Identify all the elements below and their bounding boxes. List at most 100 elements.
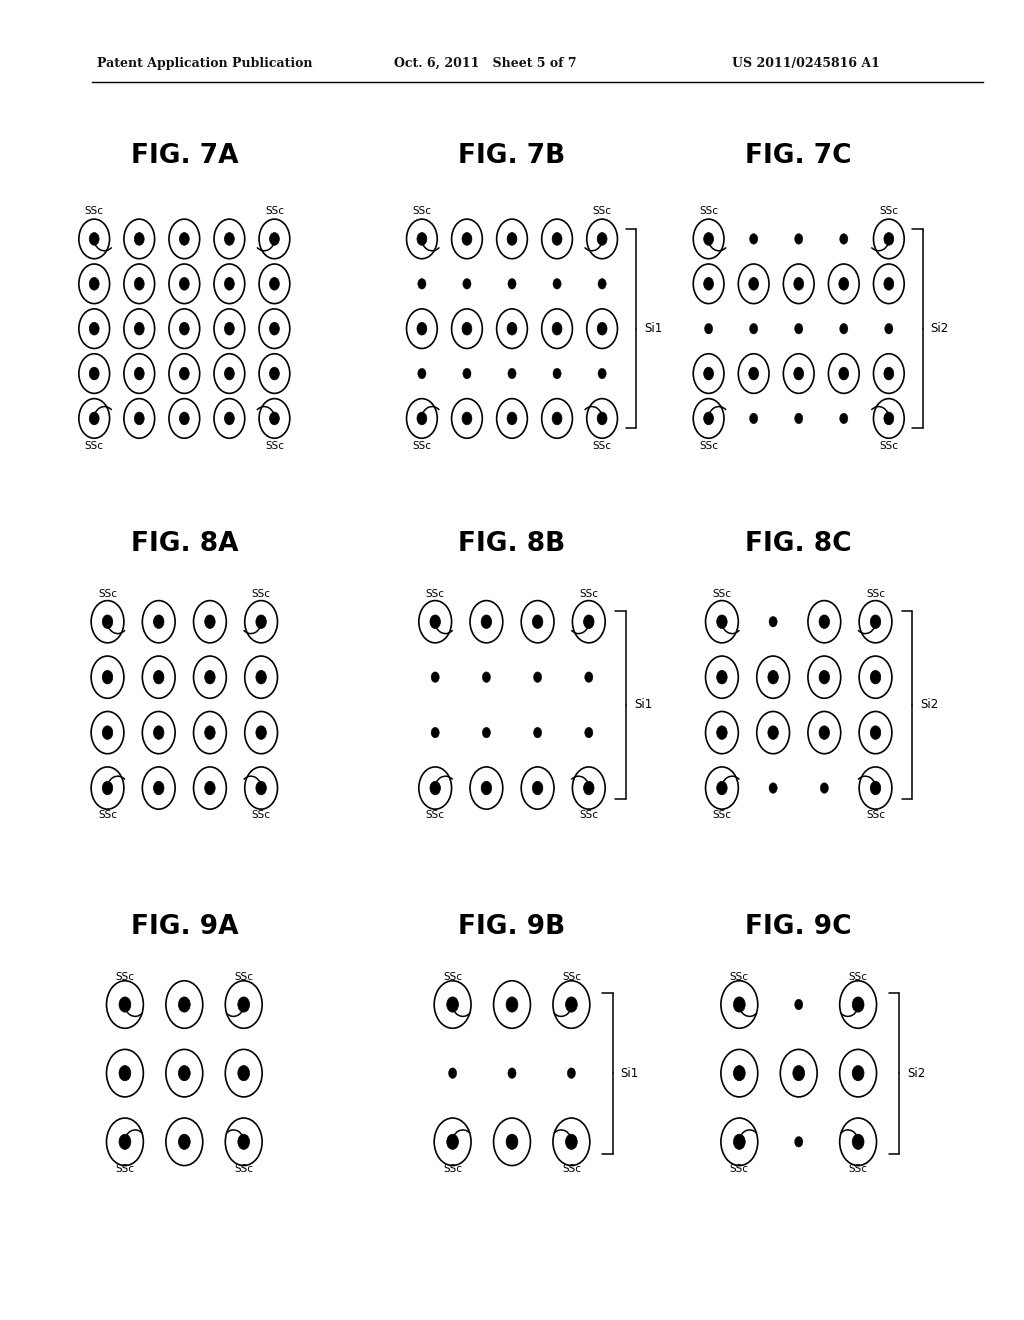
- Circle shape: [205, 671, 215, 684]
- Circle shape: [884, 232, 894, 246]
- Circle shape: [565, 1134, 578, 1150]
- Circle shape: [508, 368, 516, 379]
- Circle shape: [552, 232, 562, 246]
- Circle shape: [179, 277, 189, 290]
- Circle shape: [224, 277, 234, 290]
- Circle shape: [870, 671, 881, 684]
- Circle shape: [795, 323, 803, 334]
- Circle shape: [840, 234, 848, 244]
- Text: SSc: SSc: [880, 206, 898, 216]
- Circle shape: [584, 615, 594, 628]
- Text: Oct. 6, 2011   Sheet 5 of 7: Oct. 6, 2011 Sheet 5 of 7: [394, 57, 577, 70]
- Circle shape: [598, 368, 606, 379]
- Circle shape: [597, 412, 607, 425]
- Circle shape: [717, 781, 727, 795]
- Text: US 2011/0245816 A1: US 2011/0245816 A1: [732, 57, 880, 70]
- Circle shape: [256, 726, 266, 739]
- Circle shape: [794, 277, 804, 290]
- Circle shape: [224, 367, 234, 380]
- Text: Si2: Si2: [931, 322, 949, 335]
- Circle shape: [269, 367, 280, 380]
- Circle shape: [585, 672, 593, 682]
- Text: SSc: SSc: [730, 972, 749, 982]
- Text: Si1: Si1: [644, 322, 663, 335]
- Text: SSc: SSc: [426, 810, 444, 821]
- Text: Si1: Si1: [621, 1067, 639, 1080]
- Circle shape: [793, 1065, 805, 1081]
- Circle shape: [703, 412, 714, 425]
- Circle shape: [768, 671, 778, 684]
- Text: FIG. 7C: FIG. 7C: [745, 143, 852, 169]
- Circle shape: [446, 1134, 459, 1150]
- Text: FIG. 9B: FIG. 9B: [459, 913, 565, 940]
- Circle shape: [89, 412, 99, 425]
- Circle shape: [750, 323, 758, 334]
- Circle shape: [597, 232, 607, 246]
- Circle shape: [430, 615, 440, 628]
- Circle shape: [884, 367, 894, 380]
- Circle shape: [597, 322, 607, 335]
- Circle shape: [418, 279, 426, 289]
- Circle shape: [119, 997, 131, 1012]
- Circle shape: [750, 413, 758, 424]
- Circle shape: [462, 322, 472, 335]
- Circle shape: [870, 615, 881, 628]
- Text: SSc: SSc: [265, 206, 284, 216]
- Circle shape: [768, 726, 778, 739]
- Circle shape: [463, 368, 471, 379]
- Text: SSc: SSc: [116, 972, 134, 982]
- Circle shape: [769, 616, 777, 627]
- Circle shape: [795, 999, 803, 1010]
- Circle shape: [553, 279, 561, 289]
- Text: SSc: SSc: [234, 972, 253, 982]
- Circle shape: [431, 727, 439, 738]
- Circle shape: [508, 1068, 516, 1078]
- Circle shape: [178, 1065, 190, 1081]
- Circle shape: [134, 322, 144, 335]
- Circle shape: [819, 726, 829, 739]
- Circle shape: [705, 323, 713, 334]
- Circle shape: [852, 1134, 864, 1150]
- Circle shape: [507, 412, 517, 425]
- Circle shape: [703, 367, 714, 380]
- Text: SSc: SSc: [252, 810, 270, 821]
- Circle shape: [794, 367, 804, 380]
- Circle shape: [717, 615, 727, 628]
- Circle shape: [269, 277, 280, 290]
- Circle shape: [795, 413, 803, 424]
- Text: SSc: SSc: [265, 441, 284, 451]
- Circle shape: [449, 1068, 457, 1078]
- Circle shape: [839, 277, 849, 290]
- Circle shape: [795, 1137, 803, 1147]
- Circle shape: [224, 232, 234, 246]
- Circle shape: [134, 412, 144, 425]
- Circle shape: [506, 997, 518, 1012]
- Circle shape: [418, 368, 426, 379]
- Circle shape: [89, 367, 99, 380]
- Text: SSc: SSc: [252, 589, 270, 599]
- Circle shape: [205, 781, 215, 795]
- Text: SSc: SSc: [866, 810, 885, 821]
- Circle shape: [134, 232, 144, 246]
- Circle shape: [870, 781, 881, 795]
- Text: SSc: SSc: [98, 810, 117, 821]
- Circle shape: [154, 671, 164, 684]
- Circle shape: [852, 1065, 864, 1081]
- Circle shape: [870, 726, 881, 739]
- Circle shape: [224, 412, 234, 425]
- Circle shape: [585, 727, 593, 738]
- Circle shape: [884, 412, 894, 425]
- Circle shape: [508, 279, 516, 289]
- Circle shape: [224, 322, 234, 335]
- Text: SSc: SSc: [699, 206, 718, 216]
- Circle shape: [532, 615, 543, 628]
- Text: SSc: SSc: [849, 972, 867, 982]
- Circle shape: [205, 615, 215, 628]
- Text: SSc: SSc: [116, 1164, 134, 1175]
- Text: Si2: Si2: [907, 1067, 926, 1080]
- Text: SSc: SSc: [426, 589, 444, 599]
- Circle shape: [733, 997, 745, 1012]
- Text: Si1: Si1: [634, 698, 652, 711]
- Circle shape: [89, 232, 99, 246]
- Text: SSc: SSc: [443, 972, 462, 982]
